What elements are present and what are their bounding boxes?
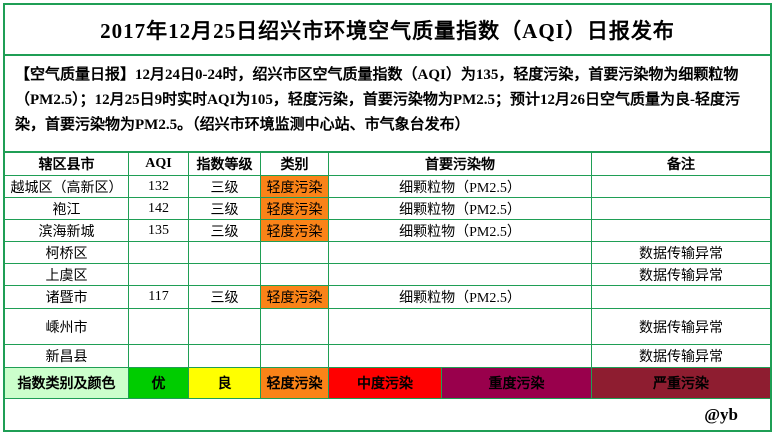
header-pollutant: 首要污染物	[329, 153, 592, 176]
legend-title: 指数类别及颜色	[5, 368, 129, 399]
summary-text: 【空气质量日报】12月24日0-24时，绍兴市区空气质量指数（AQI）为135，…	[15, 67, 740, 133]
cell-aqi: 135	[129, 220, 189, 242]
cell-note	[592, 198, 770, 220]
cell-aqi: 132	[129, 176, 189, 198]
title-section: 2017年12月25日绍兴市环境空气质量指数（AQI）日报发布	[5, 5, 770, 56]
legend-item-heavy-pollution: 重度污染	[442, 368, 592, 399]
cell-category	[261, 242, 329, 264]
cell-aqi	[129, 345, 189, 368]
table-row: 越城区（高新区） 132 三级 轻度污染 细颗粒物（PM2.5）	[5, 176, 770, 198]
cell-pollutant	[329, 345, 592, 368]
cell-category: 轻度污染	[261, 220, 329, 242]
header-category: 类别	[261, 153, 329, 176]
legend-item-excellent: 优	[129, 368, 189, 399]
cell-district: 越城区（高新区）	[5, 176, 129, 198]
footer-section: @yb	[5, 399, 770, 430]
cell-category: 轻度污染	[261, 176, 329, 198]
table-row: 滨海新城 135 三级 轻度污染 细颗粒物（PM2.5）	[5, 220, 770, 242]
footer-signature: @yb	[704, 404, 738, 424]
cell-district: 嵊州市	[5, 309, 129, 345]
legend-item-severe-pollution: 严重污染	[592, 368, 770, 399]
cell-pollutant	[329, 242, 592, 264]
cell-pollutant: 细颗粒物（PM2.5）	[329, 220, 592, 242]
cell-pollutant: 细颗粒物（PM2.5）	[329, 176, 592, 198]
cell-aqi: 142	[129, 198, 189, 220]
table-row: 新昌县 数据传输异常	[5, 345, 770, 368]
cell-aqi	[129, 242, 189, 264]
cell-note: 数据传输异常	[592, 242, 770, 264]
cell-district: 柯桥区	[5, 242, 129, 264]
legend-row: 指数类别及颜色 优 良 轻度污染 中度污染 重度污染 严重污染	[5, 368, 770, 399]
cell-district: 滨海新城	[5, 220, 129, 242]
cell-note: 数据传输异常	[592, 264, 770, 286]
cell-aqi	[129, 264, 189, 286]
cell-category	[261, 309, 329, 345]
cell-grade	[189, 309, 261, 345]
report-frame: 2017年12月25日绍兴市环境空气质量指数（AQI）日报发布 【空气质量日报】…	[3, 3, 772, 432]
header-aqi: AQI	[129, 153, 189, 176]
legend-item-moderate-pollution: 中度污染	[329, 368, 442, 399]
table-row: 嵊州市 数据传输异常	[5, 309, 770, 345]
cell-district: 诸暨市	[5, 286, 129, 309]
table-header-row: 辖区县市 AQI 指数等级 类别 首要污染物 备注	[5, 153, 770, 176]
table-row: 袍江 142 三级 轻度污染 细颗粒物（PM2.5）	[5, 198, 770, 220]
legend-item-light-pollution: 轻度污染	[261, 368, 329, 399]
cell-pollutant	[329, 264, 592, 286]
cell-category: 轻度污染	[261, 198, 329, 220]
cell-grade	[189, 345, 261, 368]
table-row: 上虞区 数据传输异常	[5, 264, 770, 286]
cell-pollutant: 细颗粒物（PM2.5）	[329, 198, 592, 220]
cell-aqi: 117	[129, 286, 189, 309]
cell-grade: 三级	[189, 286, 261, 309]
cell-note: 数据传输异常	[592, 345, 770, 368]
cell-category	[261, 264, 329, 286]
legend-item-good: 良	[189, 368, 261, 399]
cell-pollutant	[329, 309, 592, 345]
cell-pollutant: 细颗粒物（PM2.5）	[329, 286, 592, 309]
cell-note	[592, 220, 770, 242]
header-note: 备注	[592, 153, 770, 176]
cell-grade	[189, 264, 261, 286]
cell-note	[592, 176, 770, 198]
header-district: 辖区县市	[5, 153, 129, 176]
cell-category: 轻度污染	[261, 286, 329, 309]
table-row: 柯桥区 数据传输异常	[5, 242, 770, 264]
cell-district: 上虞区	[5, 264, 129, 286]
cell-grade: 三级	[189, 176, 261, 198]
cell-note: 数据传输异常	[592, 309, 770, 345]
cell-district: 袍江	[5, 198, 129, 220]
summary-section: 【空气质量日报】12月24日0-24时，绍兴市区空气质量指数（AQI）为135，…	[5, 56, 770, 153]
page-title: 2017年12月25日绍兴市环境空气质量指数（AQI）日报发布	[100, 18, 675, 43]
cell-grade: 三级	[189, 220, 261, 242]
cell-category	[261, 345, 329, 368]
cell-note	[592, 286, 770, 309]
cell-aqi	[129, 309, 189, 345]
header-grade: 指数等级	[189, 153, 261, 176]
table-row: 诸暨市 117 三级 轻度污染 细颗粒物（PM2.5）	[5, 286, 770, 309]
cell-district: 新昌县	[5, 345, 129, 368]
cell-grade	[189, 242, 261, 264]
cell-grade: 三级	[189, 198, 261, 220]
